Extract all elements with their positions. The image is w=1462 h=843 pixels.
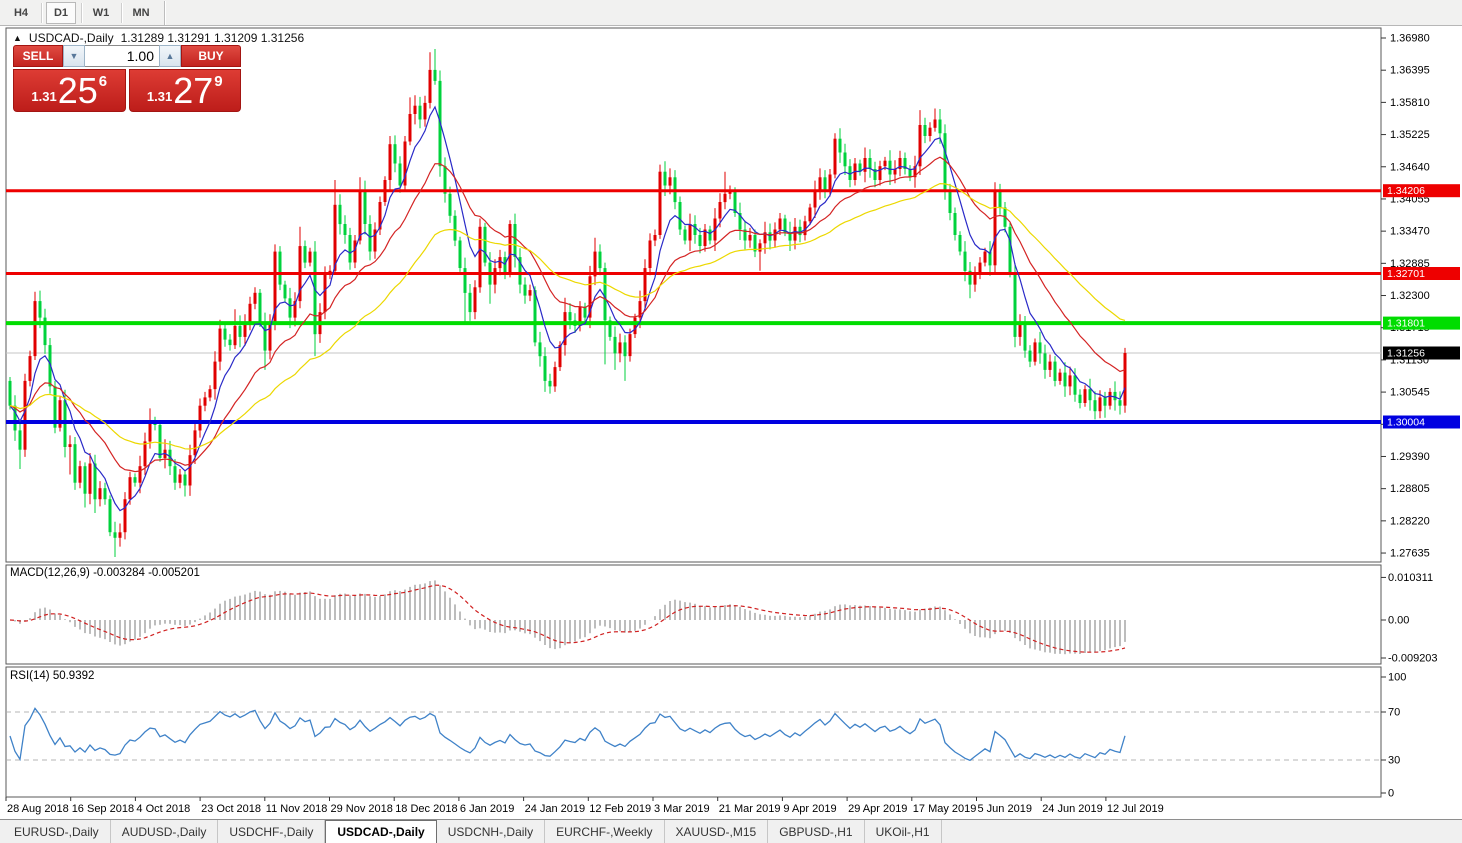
chart-tab-eurusd-daily[interactable]: EURUSD-,Daily bbox=[3, 820, 111, 843]
volume-increase-button[interactable]: ▲ bbox=[159, 45, 181, 67]
svg-text:1.29390: 1.29390 bbox=[1390, 451, 1430, 463]
timeframe-button-h4[interactable]: H4 bbox=[13, 6, 29, 19]
svg-text:21 Mar 2019: 21 Mar 2019 bbox=[719, 803, 781, 815]
svg-text:1.34206: 1.34206 bbox=[1387, 185, 1425, 197]
svg-text:1.36980: 1.36980 bbox=[1390, 33, 1430, 45]
svg-text:0: 0 bbox=[1388, 788, 1394, 800]
svg-text:1.32300: 1.32300 bbox=[1390, 290, 1430, 302]
svg-text:1.32885: 1.32885 bbox=[1390, 258, 1430, 270]
price-axis: 1.369801.363951.358101.352251.346401.340… bbox=[1381, 33, 1430, 560]
chart-tab-audusd-daily[interactable]: AUDUSD-,Daily bbox=[111, 820, 219, 843]
moving-average-lines bbox=[9, 105, 1126, 512]
chart-tab-xauusd-m15[interactable]: XAUUSD-,M15 bbox=[665, 820, 769, 843]
macd-histogram bbox=[9, 580, 1126, 655]
ask-prefix: 1.31 bbox=[146, 89, 173, 104]
chart-tab-gbpusd-h1[interactable]: GBPUSD-,H1 bbox=[768, 820, 865, 843]
rsi-axis: 100 70 30 0 bbox=[1381, 672, 1406, 800]
chart-tab-ukoil-h1[interactable]: UKOil-,H1 bbox=[865, 820, 942, 843]
collapse-chart-icon[interactable]: ▲ bbox=[13, 33, 22, 43]
chart-tab-usdcad-daily[interactable]: USDCAD-,Daily bbox=[325, 820, 437, 843]
svg-text:1.35225: 1.35225 bbox=[1390, 129, 1430, 141]
svg-text:100: 100 bbox=[1388, 672, 1406, 684]
toolbar-group-separator bbox=[164, 0, 166, 25]
svg-text:5 Jun 2019: 5 Jun 2019 bbox=[978, 803, 1032, 815]
bid-pip-digit: 6 bbox=[98, 73, 108, 90]
chart-header: ▲ USDCAD-,Daily 1.31289 1.31291 1.31209 … bbox=[13, 31, 304, 45]
svg-text:24 Jan 2019: 24 Jan 2019 bbox=[525, 803, 586, 815]
svg-text:9 Apr 2019: 9 Apr 2019 bbox=[783, 803, 836, 815]
ma-slow-line bbox=[9, 182, 1126, 450]
panel-borders bbox=[5, 27, 1382, 798]
toolbar-separator bbox=[41, 2, 43, 23]
svg-text:12 Feb 2019: 12 Feb 2019 bbox=[589, 803, 651, 815]
sell-button[interactable]: SELL bbox=[13, 45, 63, 67]
ask-pip-digit: 9 bbox=[214, 73, 223, 90]
macd-signal-line bbox=[9, 584, 1126, 653]
macd-indicator-label: MACD(12,26,9) -0.003284 -0.005201 bbox=[10, 567, 200, 579]
svg-text:1.28805: 1.28805 bbox=[1390, 483, 1430, 495]
chart-symbol-title: USDCAD-,Daily bbox=[28, 31, 114, 45]
svg-text:4 Oct 2018: 4 Oct 2018 bbox=[136, 803, 190, 815]
svg-text:1.33470: 1.33470 bbox=[1390, 226, 1430, 238]
buy-button[interactable]: BUY bbox=[181, 45, 241, 67]
svg-text:70: 70 bbox=[1388, 707, 1400, 719]
bid-prefix: 1.31 bbox=[31, 89, 57, 104]
timeframe-button-mn[interactable]: MN bbox=[132, 6, 150, 19]
toolbar-separator bbox=[121, 2, 123, 23]
svg-text:0.00: 0.00 bbox=[1388, 615, 1409, 627]
svg-text:1.31801: 1.31801 bbox=[1387, 318, 1425, 330]
svg-text:29 Nov 2018: 29 Nov 2018 bbox=[331, 803, 393, 815]
svg-text:6 Jan 2019: 6 Jan 2019 bbox=[460, 803, 514, 815]
chart-tab-usdchf-daily[interactable]: USDCHF-,Daily bbox=[218, 820, 326, 843]
rsi-indicator-label: RSI(14) 50.9392 bbox=[10, 670, 95, 682]
bid-big-digits: 25 bbox=[57, 70, 98, 111]
svg-text:29 Apr 2019: 29 Apr 2019 bbox=[848, 803, 907, 815]
ma-mid-line bbox=[9, 156, 1126, 473]
volume-decrease-button[interactable]: ▼ bbox=[63, 45, 85, 67]
svg-text:12 Jul 2019: 12 Jul 2019 bbox=[1107, 803, 1164, 815]
rsi-panel bbox=[7, 707, 1380, 762]
toolbar-separator bbox=[81, 2, 83, 23]
svg-text:18 Dec 2018: 18 Dec 2018 bbox=[395, 803, 457, 815]
svg-text:-0.009203: -0.009203 bbox=[1388, 653, 1438, 665]
chart-tab-eurchf-weekly[interactable]: EURCHF-,Weekly bbox=[545, 820, 665, 843]
svg-text:1.31256: 1.31256 bbox=[1387, 348, 1425, 360]
svg-text:28 Aug 2018: 28 Aug 2018 bbox=[7, 803, 69, 815]
timeframe-toolbar: H4 D1 W1 MN bbox=[0, 0, 1462, 26]
svg-text:1.30545: 1.30545 bbox=[1390, 387, 1430, 399]
svg-text:16 Sep 2018: 16 Sep 2018 bbox=[72, 803, 134, 815]
chart-tab-usdcnh-daily[interactable]: USDCNH-,Daily bbox=[437, 820, 546, 843]
svg-text:1.35810: 1.35810 bbox=[1390, 97, 1430, 109]
timeframe-button-w1[interactable]: W1 bbox=[92, 6, 110, 19]
price-axis-badges: 1.34206 1.32701 1.31801 1.30004 1.31256 bbox=[1383, 184, 1460, 429]
svg-text:1.28220: 1.28220 bbox=[1390, 515, 1430, 527]
chart-ohlc-values: 1.31289 1.31291 1.31209 1.31256 bbox=[120, 31, 305, 45]
ask-big-digits: 27 bbox=[173, 70, 214, 111]
chart-tab-bar: EURUSD-,Daily AUDUSD-,Daily USDCHF-,Daily U… bbox=[0, 819, 1462, 843]
svg-text:23 Oct 2018: 23 Oct 2018 bbox=[201, 803, 261, 815]
date-axis: 28 Aug 2018 16 Sep 2018 4 Oct 2018 23 Oct 2… bbox=[5, 797, 1164, 815]
one-click-trading-panel: SELL ▼ ▲ BUY 1.31 25 6 1.31 27 9 bbox=[13, 45, 241, 112]
svg-text:11 Nov 2018: 11 Nov 2018 bbox=[266, 803, 328, 815]
svg-text:3 Mar 2019: 3 Mar 2019 bbox=[654, 803, 710, 815]
svg-text:24 Jun 2019: 24 Jun 2019 bbox=[1042, 803, 1103, 815]
ask-price-display[interactable]: 1.31 27 9 bbox=[128, 69, 241, 112]
svg-text:30: 30 bbox=[1388, 755, 1400, 767]
volume-input[interactable] bbox=[85, 45, 159, 67]
svg-text:1.36395: 1.36395 bbox=[1390, 65, 1430, 77]
bid-price-display[interactable]: 1.31 25 6 bbox=[13, 69, 126, 112]
svg-text:1.32701: 1.32701 bbox=[1387, 268, 1425, 280]
svg-text:0.010311: 0.010311 bbox=[1388, 572, 1433, 584]
svg-text:17 May 2019: 17 May 2019 bbox=[913, 803, 977, 815]
rsi-line bbox=[9, 707, 1126, 762]
svg-text:1.30004: 1.30004 bbox=[1387, 417, 1425, 429]
svg-text:1.34640: 1.34640 bbox=[1390, 161, 1430, 173]
svg-text:1.27635: 1.27635 bbox=[1390, 548, 1430, 560]
macd-axis: 0.010311 0.00 -0.009203 bbox=[1381, 572, 1438, 665]
ma-fast-line bbox=[9, 105, 1126, 512]
timeframe-button-d1[interactable]: D1 bbox=[46, 1, 76, 24]
